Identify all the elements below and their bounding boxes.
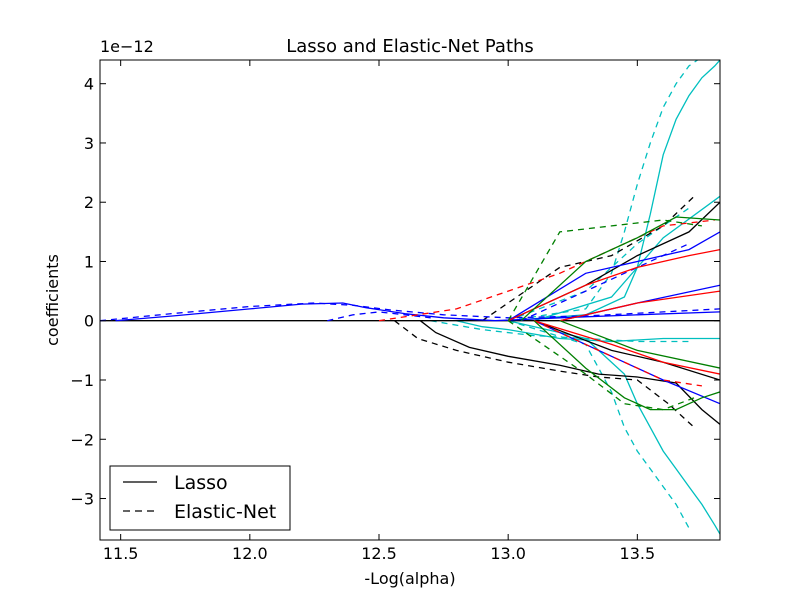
y-tick-label: −2 xyxy=(70,430,94,449)
y-tick-label: 3 xyxy=(84,134,94,153)
elastic-net-path-2 xyxy=(508,60,699,322)
y-tick-label: 0 xyxy=(84,312,94,331)
y-tick-label: 1 xyxy=(84,252,94,271)
series-layer xyxy=(100,60,720,535)
elastic-net-path-10 xyxy=(394,320,695,428)
x-tick-label: 13.5 xyxy=(620,544,656,563)
legend: Lasso Elastic-Net xyxy=(109,465,291,531)
legend-elastic-net-label: Elastic-Net xyxy=(174,501,276,523)
x-tick-label: 11.5 xyxy=(103,544,139,563)
y-offset-label: 1e−12 xyxy=(100,37,154,56)
lasso-path-9 xyxy=(419,320,720,425)
elastic-net-path-29 xyxy=(507,219,702,322)
x-axis-title: -Log(alpha) xyxy=(364,569,455,588)
elastic-net-path-3 xyxy=(508,320,690,529)
lasso-path-17 xyxy=(507,231,720,322)
y-tick-label: 4 xyxy=(84,75,94,94)
lasso-path-13 xyxy=(533,320,720,381)
elastic-net-path-15 xyxy=(100,302,720,322)
x-tick-label: 12.5 xyxy=(361,544,397,563)
lasso-path-0 xyxy=(508,60,720,322)
lasso-path-25 xyxy=(559,290,720,322)
x-tick-label: 12.0 xyxy=(232,544,268,563)
elastic-net-path-22 xyxy=(378,219,715,322)
lasso-path-4 xyxy=(456,320,720,343)
y-tick-label: −1 xyxy=(70,371,94,390)
chart-title: Lasso and Elastic-Net Paths xyxy=(286,36,534,57)
legend-lasso-label: Lasso xyxy=(174,472,228,494)
elastic-net-path-16 xyxy=(327,311,431,322)
elastic-net-path-24 xyxy=(533,320,702,387)
lasso-path-28 xyxy=(520,216,720,322)
lasso-path-23 xyxy=(533,320,720,375)
legend-box xyxy=(109,465,291,531)
lasso-path-21 xyxy=(507,248,720,322)
lasso-path-14 xyxy=(115,302,720,322)
y-tick-label: −3 xyxy=(70,490,94,509)
plot-frame xyxy=(99,59,721,541)
lasso-path-30 xyxy=(559,320,720,369)
x-tick-label: 13.0 xyxy=(490,544,526,563)
lasso-path-1 xyxy=(508,320,720,535)
y-axis: −3 −2 −1 0 1 2 3 4 xyxy=(70,75,720,509)
lasso-path-26 xyxy=(533,320,720,411)
y-tick-label: 2 xyxy=(84,193,94,212)
y-axis-title: coefficients xyxy=(43,254,62,346)
x-axis: 11.5 12.0 12.5 13.0 13.5 xyxy=(103,60,655,563)
elastic-net-path-12 xyxy=(481,195,695,322)
elastic-net-path-19 xyxy=(520,243,690,322)
